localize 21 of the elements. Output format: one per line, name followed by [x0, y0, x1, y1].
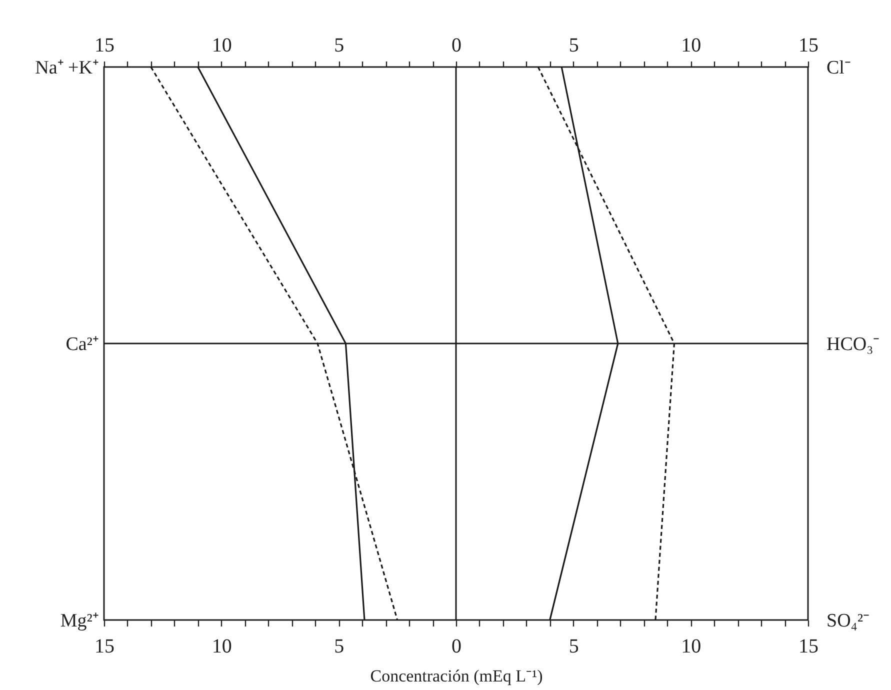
- y2-tick-label: HCO₃⁻: [826, 334, 880, 355]
- x-tick-label: 10: [681, 636, 702, 658]
- x2-tick-label: 15: [94, 34, 114, 56]
- x-tick-label: 10: [212, 636, 232, 658]
- y2-tick-label: SO₄²⁻: [826, 610, 870, 632]
- x-tick-label: 0: [452, 636, 462, 658]
- x-tick-label: 15: [94, 636, 114, 658]
- x-axis-title: Concentración (mEq L⁻¹): [370, 666, 543, 686]
- x-tick-label: 5: [568, 636, 579, 658]
- x2-tick-label: 5: [568, 34, 579, 56]
- y-tick-label: Na⁺ +K⁺: [35, 58, 98, 78]
- x2-tick-label: 0: [452, 34, 462, 56]
- x2-tick-label: 15: [798, 34, 818, 56]
- x-tick-label: 5: [334, 636, 344, 658]
- y-tick-label: Ca²⁺: [66, 334, 98, 355]
- x2-tick-label: 10: [212, 34, 232, 56]
- x-tick-label: 15: [798, 636, 818, 658]
- y2-tick-label: Cl⁻: [826, 58, 850, 78]
- y-tick-label: Mg²⁺: [60, 610, 98, 632]
- x2-tick-label: 5: [334, 34, 344, 56]
- x2-tick-label: 10: [681, 34, 702, 56]
